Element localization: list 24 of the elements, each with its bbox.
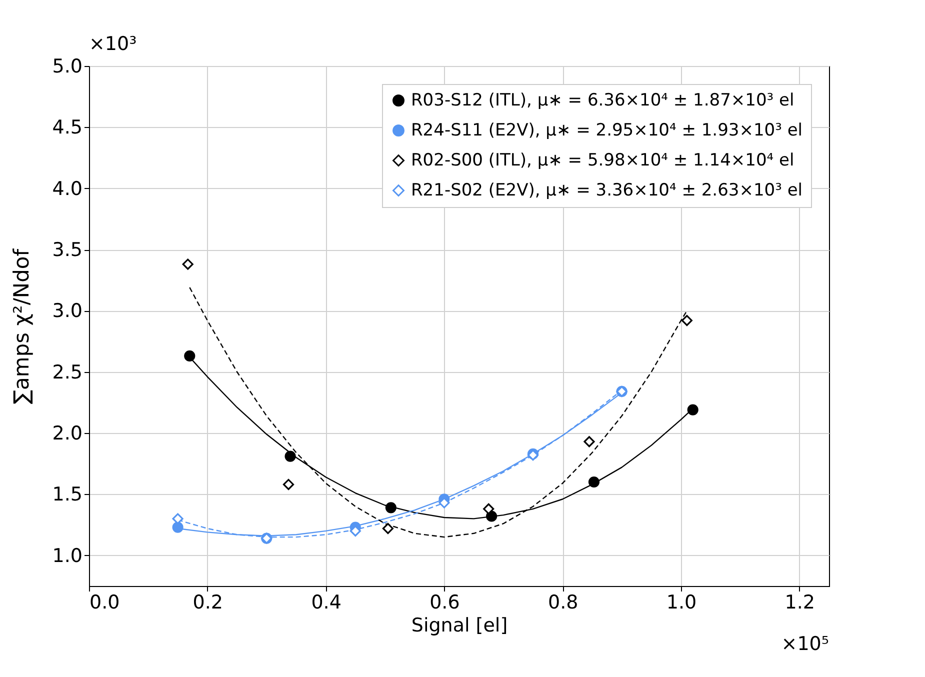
x-tick-label: 0.6 bbox=[430, 592, 460, 614]
y-tick-label: 3.5 bbox=[52, 239, 82, 262]
x-axis-title: Signal [el] bbox=[411, 614, 508, 636]
legend-label: R24-S11 (E2V), μ∗ = 2.95×10⁴ ± 1.93×10³ el bbox=[411, 120, 802, 140]
legend-label: R03-S12 (ITL), μ∗ = 6.36×10⁴ ± 1.87×10³ el bbox=[411, 90, 794, 110]
text: ×10⁵ bbox=[781, 633, 829, 655]
legend-label: R02-S00 (ITL), μ∗ = 5.98×10⁴ ± 1.14×10⁴ el bbox=[411, 150, 794, 170]
x-tick-label: 0.0 bbox=[90, 592, 120, 614]
y-axis-title: ∑amps χ²/Ndof bbox=[9, 248, 34, 404]
x-tick-label: 1.0 bbox=[666, 592, 697, 614]
y-tick-label: 4.0 bbox=[52, 178, 82, 200]
y-tick-label: 2.0 bbox=[52, 422, 82, 445]
y-tick-label: 4.5 bbox=[52, 116, 82, 139]
y-tick-label: 2.5 bbox=[52, 361, 82, 384]
legend-label: R21-S02 (E2V), μ∗ = 3.36×10⁴ ± 2.63×10³ el bbox=[411, 180, 802, 200]
y-tick-label: 3.0 bbox=[52, 300, 82, 322]
x-tick-label: 1.2 bbox=[784, 592, 816, 614]
y-tick-label: 5.0 bbox=[52, 56, 82, 78]
x-tick-label: 0.4 bbox=[311, 592, 342, 614]
x-tick-label: 0.2 bbox=[192, 592, 224, 614]
y-tick-label: 1.0 bbox=[52, 544, 82, 567]
y-tick-label: 1.5 bbox=[52, 484, 82, 506]
x-tick-label: 0.8 bbox=[548, 592, 578, 614]
text: ×10³ bbox=[89, 33, 137, 55]
